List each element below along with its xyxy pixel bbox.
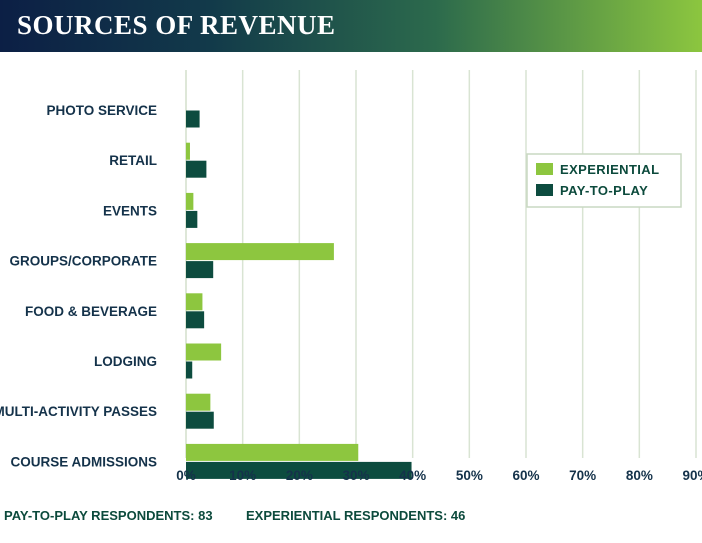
x-tick-label: 70% [569,468,596,483]
gridlines [185,70,697,458]
x-tick-label: 40% [399,468,426,483]
bar-pay-to-play [186,311,205,329]
experiential-respondents: EXPERIENTIAL RESPONDENTS: 46 [246,508,466,523]
legend-box [526,153,682,208]
bar-experiential [186,192,194,210]
legend-label-pay-to-play: PAY-TO-PLAY [560,183,648,198]
category-label: LODGING [94,354,157,369]
bar-experiential [186,142,190,160]
bar-pay-to-play [186,110,200,128]
legend: EXPERIENTIAL PAY-TO-PLAY [526,153,682,208]
bar-experiential [186,443,359,461]
category-label: PHOTO SERVICE [46,103,157,118]
title-banner: SOURCES OF REVENUE [0,0,702,52]
bar-pay-to-play [186,210,198,228]
x-axis-ticks: 0% 10% 20% 30% 40% 50% 60% 70% 80% 90% [176,468,702,483]
category-label: GROUPS/CORPORATE [9,254,157,269]
bar-pay-to-play [186,160,207,178]
legend-label-experiential: EXPERIENTIAL [560,162,659,177]
x-tick-label: 90% [682,468,702,483]
bar-pay-to-play [186,361,193,379]
x-tick-label: 30% [342,468,369,483]
bar-pay-to-play [186,461,412,479]
bar-pay-to-play [186,411,214,429]
category-label: COURSE ADMISSIONS [10,454,157,469]
x-tick-label: 0% [176,468,196,483]
bar-experiential [186,393,211,411]
bar-experiential [186,343,222,361]
legend-swatch-pay-to-play [536,184,553,196]
bars [186,110,412,479]
x-tick-label: 10% [229,468,256,483]
pay-to-play-respondents: PAY-TO-PLAY RESPONDENTS: 83 [4,508,213,523]
bar-experiential [186,243,334,261]
category-label: MULTI-ACTIVITY PASSES [0,404,157,419]
x-tick-label: 80% [626,468,653,483]
bar-experiential [186,293,203,311]
x-tick-label: 20% [286,468,313,483]
category-label: EVENTS [103,203,157,218]
bar-pay-to-play [186,261,214,279]
legend-swatch-experiential [536,163,553,175]
category-label: RETAIL [109,153,157,168]
x-tick-label: 50% [456,468,483,483]
x-tick-label: 60% [512,468,539,483]
category-label: FOOD & BEVERAGE [25,304,157,319]
category-labels: PHOTO SERVICE RETAIL EVENTS GROUPS/CORPORAT… [0,103,157,469]
chart-title: SOURCES OF REVENUE [17,10,336,40]
